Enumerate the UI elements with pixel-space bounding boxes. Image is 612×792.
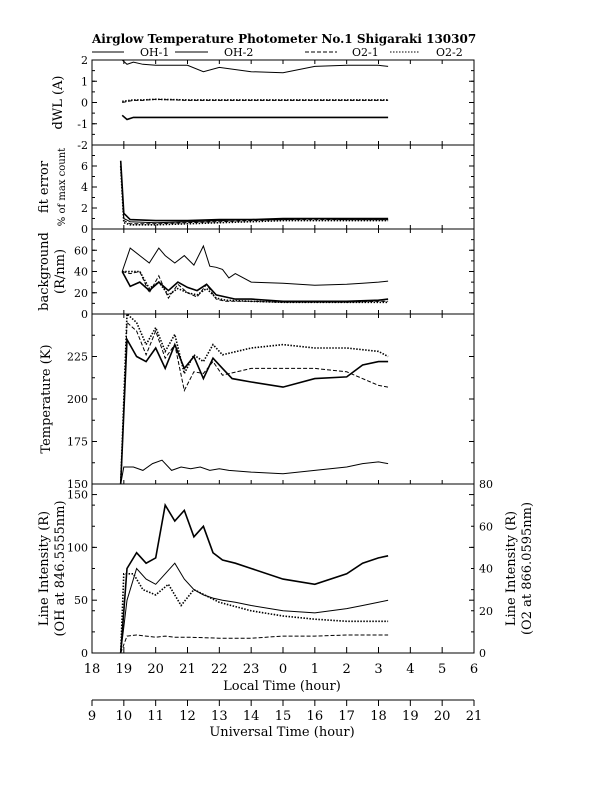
series-o2-1-panel-5 <box>120 634 389 654</box>
legend-label-o2-1: O2-1 <box>352 46 379 59</box>
ytick-label: 4 <box>81 181 88 194</box>
ytick-label: 0 <box>81 647 88 660</box>
ylabel-panel-2: fit error <box>37 160 52 213</box>
y2label2: (O2 at 866.0595nm) <box>520 502 535 635</box>
chart-title: Airglow Temperature Photometer No.1 Shig… <box>91 32 476 46</box>
y2tick-label: 40 <box>479 563 493 576</box>
universal-time-tick: 18 <box>370 709 387 724</box>
universal-time-tick: 14 <box>243 709 260 724</box>
universal-time-tick: 12 <box>179 709 196 724</box>
universal-time-tick: 21 <box>466 709 483 724</box>
ytick-label: 50 <box>74 594 88 607</box>
ytick-label: 2 <box>81 54 88 67</box>
ylabel2-panel-5: (OH at 846.5555nm) <box>53 500 68 636</box>
ytick-label: 0 <box>81 308 88 321</box>
legend-label-oh-1: OH-1 <box>140 46 169 59</box>
series-oh-1-panel-4 <box>120 459 389 485</box>
series-o2-1-panel-2 <box>120 165 389 225</box>
y2tick-label: 20 <box>479 605 493 618</box>
series-lines <box>119 59 389 654</box>
series-o2-2-panel-4 <box>119 312 389 485</box>
ytick-label: 20 <box>74 287 88 300</box>
ylabel2-panel-3: (R/nm) <box>53 249 68 294</box>
universal-time-tick: 13 <box>211 709 228 724</box>
legend-label-o2-2: O2-2 <box>436 46 463 59</box>
panel-frame-5 <box>91 483 475 654</box>
ytick-label: 40 <box>74 266 88 279</box>
series-oh-1-panel-3 <box>121 244 389 286</box>
series-oh-1-panel-5 <box>120 562 389 654</box>
series-o2-1-panel-4 <box>120 321 389 485</box>
local-time-tick: 0 <box>279 662 287 677</box>
local-time-tick: 21 <box>179 662 196 677</box>
series-o2-2-panel-2 <box>119 165 389 226</box>
legend: OH-1 OH-2 O2-1 O2-2 <box>92 46 463 59</box>
series-o2-1-panel-3 <box>122 270 389 303</box>
local-time-tick: 1 <box>311 662 319 677</box>
ytick-label: 0 <box>81 97 88 110</box>
series-o2-2-panel-5 <box>119 572 389 654</box>
ytick-label: -2 <box>77 139 88 152</box>
local-time-tick: 4 <box>406 662 414 677</box>
ytick-label: 175 <box>67 436 88 449</box>
panel-frame-2 <box>91 144 475 230</box>
y2tick-label: 60 <box>479 520 493 533</box>
ytick-label: -1 <box>77 118 88 131</box>
ylabel2-panel-2: % of max count <box>57 148 68 226</box>
local-time-tick: 20 <box>147 662 164 677</box>
series-oh-2-panel-4 <box>119 336 389 485</box>
ytick-label: 0 <box>81 223 88 236</box>
local-time-tick: 23 <box>243 662 260 677</box>
series-oh-1-panel-2 <box>120 160 389 224</box>
universal-time-label: Universal Time (hour) <box>209 725 354 740</box>
universal-time-tick: 20 <box>434 709 451 724</box>
universal-time-tick: 16 <box>307 709 324 724</box>
series-oh-1-panel-1 <box>121 59 389 74</box>
ytick-label: 2 <box>81 202 88 215</box>
ylabel-panel-5: Line Intensity (R) <box>37 511 52 626</box>
ylabel-panel-3: background <box>37 232 52 311</box>
local-time-tick: 22 <box>211 662 228 677</box>
y2tick-label: 80 <box>479 478 493 491</box>
local-time-tick: 2 <box>343 662 351 677</box>
ytick-label: 6 <box>81 160 88 173</box>
universal-time-tick: 10 <box>116 709 133 724</box>
ytick-label: 225 <box>67 351 88 364</box>
y2label: Line Intensity (R) <box>504 511 519 626</box>
universal-time-tick: 11 <box>147 709 164 724</box>
local-time-label: Local Time (hour) <box>223 679 341 694</box>
universal-time-tick: 15 <box>275 709 292 724</box>
local-time-tick: 19 <box>116 662 133 677</box>
series-oh-2-panel-3 <box>121 271 389 303</box>
ytick-label: 200 <box>67 393 88 406</box>
series-oh-2-panel-1 <box>121 114 389 121</box>
local-time-tick: 5 <box>438 662 446 677</box>
ytick-label: 150 <box>67 478 88 491</box>
ylabel-panel-4: Temperature (K) <box>39 344 54 453</box>
ytick-label: 60 <box>74 244 88 257</box>
ylabel-panel-1: dWL (A) <box>51 76 66 130</box>
universal-time-tick: 19 <box>402 709 419 724</box>
ytick-label: 1 <box>81 75 88 88</box>
local-time-tick: 6 <box>470 662 478 677</box>
y2tick-label: 0 <box>479 647 486 660</box>
ytick-label: 150 <box>67 489 88 502</box>
universal-time-tick: 17 <box>338 709 355 724</box>
series-o2-2-panel-3 <box>122 270 389 304</box>
local-time-tick: 18 <box>84 662 101 677</box>
ytick-label: 100 <box>67 541 88 554</box>
series-oh-2-panel-2 <box>119 160 389 222</box>
universal-time-tick: 9 <box>88 709 96 724</box>
legend-label-oh-2: OH-2 <box>224 46 253 59</box>
local-time-tick: 3 <box>374 662 382 677</box>
series-o2-2-panel-1 <box>122 98 389 103</box>
series-oh-2-panel-5 <box>119 502 389 654</box>
